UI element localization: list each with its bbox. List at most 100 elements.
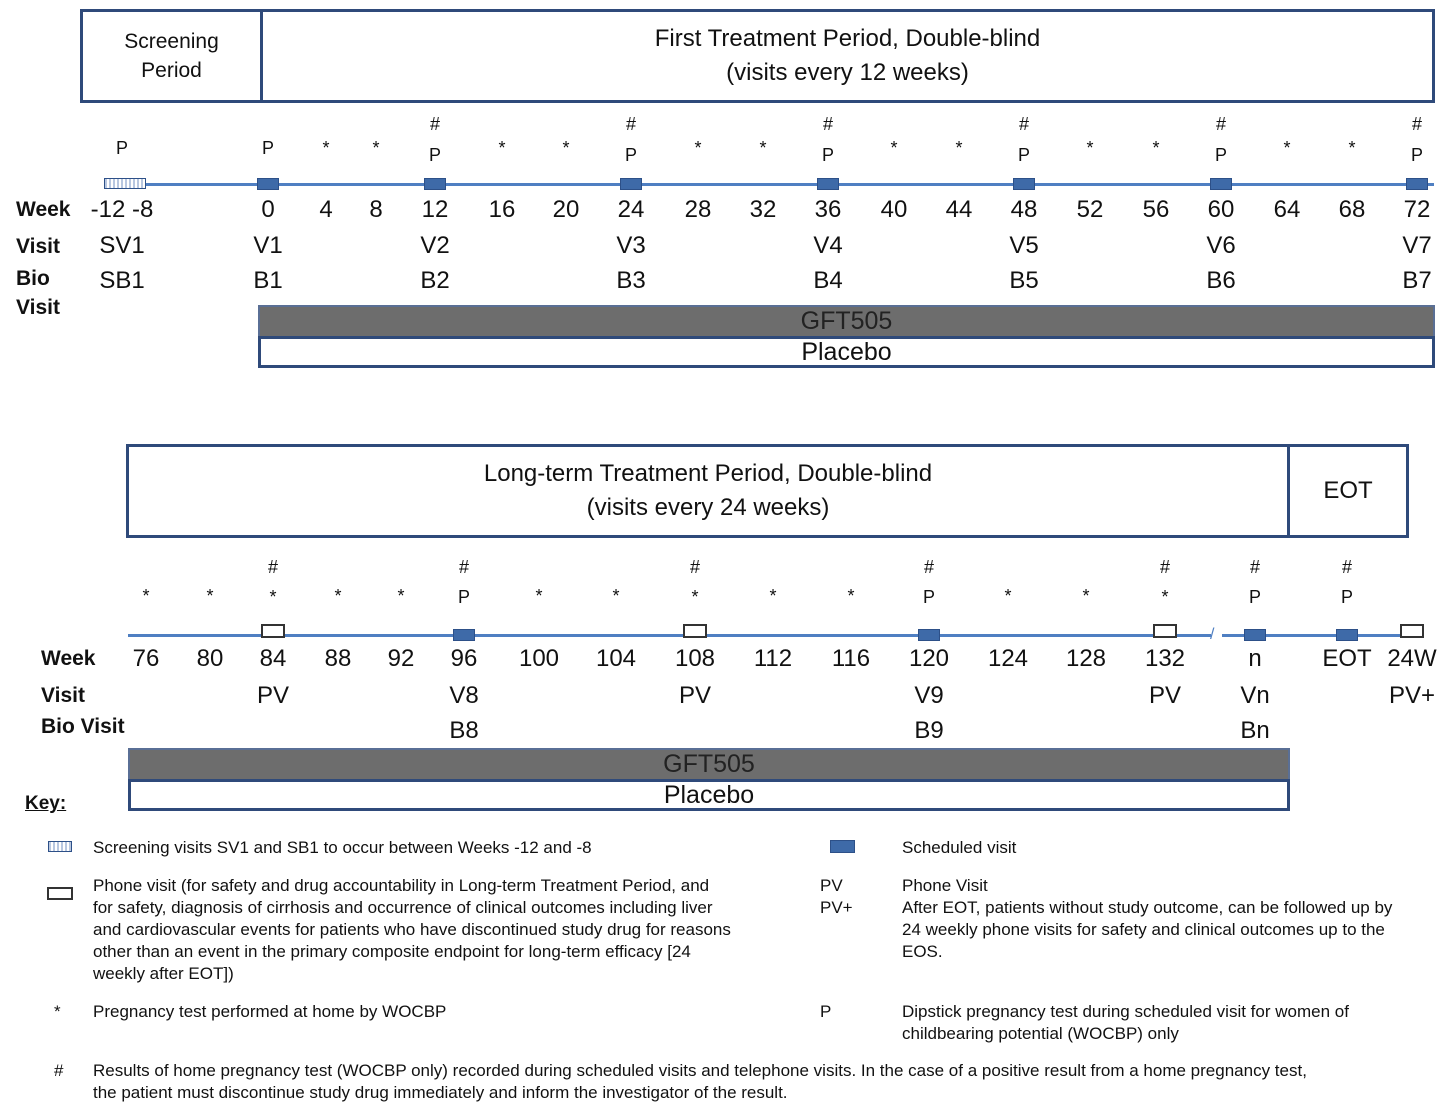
- top-week-cell: 24: [617, 196, 645, 223]
- bottom-timeline-line-a: [128, 634, 1211, 637]
- top-week-cell: 12: [421, 196, 449, 223]
- bottom-timeline-line-b: [1222, 634, 1410, 637]
- first-treatment-period-header: First Treatment Period, Double-blind (vi…: [260, 9, 1435, 103]
- bottom-marker-bottom: *: [206, 586, 214, 606]
- timeline-break: /: [1210, 626, 1215, 643]
- bottom-marker-bottom: P: [1248, 587, 1262, 607]
- bottom-gft505-bar: GFT505: [128, 748, 1290, 781]
- bottom-week-label: Week: [41, 647, 96, 670]
- scheduled-visit-marker: [1244, 629, 1266, 641]
- top-marker-bottom: *: [562, 138, 570, 158]
- scheduled-visit-marker: [453, 629, 475, 641]
- top-week-cell: 68: [1338, 196, 1366, 223]
- top-marker-bottom: *: [955, 138, 963, 158]
- bottom-marker-bottom: P: [922, 587, 936, 607]
- top-marker-bottom: *: [498, 138, 506, 158]
- key-hash-text: Results of home pregnancy test (WOCBP on…: [93, 1060, 1443, 1104]
- top-marker-bottom: *: [1152, 138, 1160, 158]
- key-p-line: Dipstick pregnancy test during scheduled…: [902, 1002, 1349, 1021]
- top-marker-top: #: [1411, 114, 1423, 134]
- bottom-week-cell: 96: [450, 645, 478, 672]
- bottom-visit-label: Visit: [41, 684, 85, 707]
- top-marker-top: #: [429, 114, 441, 134]
- key-title: Key:: [25, 793, 67, 814]
- bottom-week-cell: 104: [595, 645, 637, 672]
- top-week-cell: 56: [1142, 196, 1170, 223]
- bottom-marker-bottom: *: [847, 586, 855, 606]
- key-pv-text: Phone Visit After EOT, patients without …: [902, 875, 1447, 963]
- bottom-marker-bottom: *: [142, 586, 150, 606]
- bottom-marker-top: #: [458, 557, 470, 577]
- key-phone-text: Phone visit (for safety and drug account…: [93, 875, 803, 985]
- bottom-visit-cell: PV: [256, 682, 290, 709]
- bottom-marker-bottom: *: [1161, 587, 1169, 607]
- bottom-week-cell: 88: [324, 645, 352, 672]
- bottom-week-cell: n: [1248, 645, 1262, 672]
- bottom-week-cell: 124: [987, 645, 1029, 672]
- bottom-visit-cell: PV: [1148, 682, 1182, 709]
- top-placebo-bar: Placebo: [258, 336, 1435, 368]
- bottom-marker-bottom: *: [612, 586, 620, 606]
- bottom-marker-top: #: [689, 557, 701, 577]
- bottom-week-cell: 120: [908, 645, 950, 672]
- key-phone-line: other than an event in the primary compo…: [93, 942, 691, 961]
- key-pv-abbr: PV PV+: [820, 875, 853, 919]
- bottom-marker-bottom: *: [397, 586, 405, 606]
- top-week-cell: 64: [1273, 196, 1301, 223]
- phone-visit-marker: [1400, 624, 1424, 638]
- bottom-bio-visit-cell: B9: [914, 717, 944, 744]
- top-marker-bottom: *: [1348, 138, 1356, 158]
- long-term-title: Long-term Treatment Period, Double-blind: [483, 460, 933, 487]
- top-marker-bottom: P: [1410, 145, 1424, 165]
- key-phone-line: for safety, diagnosis of cirrhosis and o…: [93, 898, 713, 917]
- bottom-week-cell: 108: [674, 645, 716, 672]
- key-star-text: Pregnancy test performed at home by WOCB…: [93, 1002, 447, 1021]
- scheduled-visit-marker: [1336, 629, 1358, 641]
- bottom-visit-cell: PV: [678, 682, 712, 709]
- bottom-marker-bottom: *: [269, 587, 277, 607]
- first-period-title: First Treatment Period, Double-blind: [654, 25, 1041, 52]
- top-marker-bottom: *: [1283, 138, 1291, 158]
- top-week-cell: 72: [1403, 196, 1431, 223]
- bottom-week-cell: 116: [831, 645, 871, 672]
- top-week-cell: 52: [1076, 196, 1104, 223]
- phone-visit-marker: [1153, 624, 1177, 638]
- scheduled-visit-marker: [918, 629, 940, 641]
- top-marker-bottom: P: [1017, 145, 1031, 165]
- screening-visit-marker: [104, 178, 146, 189]
- top-marker-bottom: P: [821, 145, 835, 165]
- key-phone-line: and cardiovascular events for patients w…: [93, 920, 731, 939]
- bottom-week-cell: 128: [1065, 645, 1107, 672]
- top-bio-visit-cell: B1: [253, 267, 283, 294]
- key-scheduled-text: Scheduled visit: [902, 838, 1017, 857]
- bottom-marker-bottom: *: [535, 586, 543, 606]
- long-term-period-header: Long-term Treatment Period, Double-blind…: [126, 444, 1290, 538]
- top-marker-bottom: P: [1214, 145, 1228, 165]
- top-visit-cell: V5: [1009, 232, 1039, 259]
- bottom-placebo-bar: Placebo: [128, 779, 1290, 811]
- top-week-cell: 48: [1010, 196, 1038, 223]
- key-p-symbol: P: [820, 1002, 832, 1021]
- key-hash-line: Results of home pregnancy test (WOCBP on…: [93, 1061, 1307, 1080]
- top-visit-cell: V7: [1402, 232, 1432, 259]
- key-p-text: Dipstick pregnancy test during scheduled…: [902, 1001, 1447, 1045]
- top-marker-bottom: P: [261, 138, 275, 158]
- top-bio-visit-cell: SB1: [99, 267, 145, 294]
- key-pvplus-symbol: PV+: [820, 898, 853, 917]
- scheduled-visit-marker: [257, 178, 279, 190]
- top-marker-top: #: [625, 114, 637, 134]
- key-scheduled-symbol: [830, 840, 855, 853]
- top-marker-bottom: *: [694, 138, 702, 158]
- top-week-cell: 8: [369, 196, 383, 223]
- top-bio-visit-cell: B4: [813, 267, 843, 294]
- key-pv-line: Phone Visit: [902, 876, 988, 895]
- key-phone-line: weekly after EOT]): [93, 964, 234, 983]
- top-week-cell: 44: [945, 196, 973, 223]
- top-marker-bottom: P: [115, 138, 129, 158]
- top-visit-cell: V3: [616, 232, 646, 259]
- bottom-week-cell: EOT: [1322, 645, 1372, 672]
- top-week-cell: 60: [1207, 196, 1235, 223]
- top-bio-visit-cell: B6: [1206, 267, 1236, 294]
- top-bio-visit-cell: B3: [616, 267, 646, 294]
- bottom-marker-bottom: *: [334, 586, 342, 606]
